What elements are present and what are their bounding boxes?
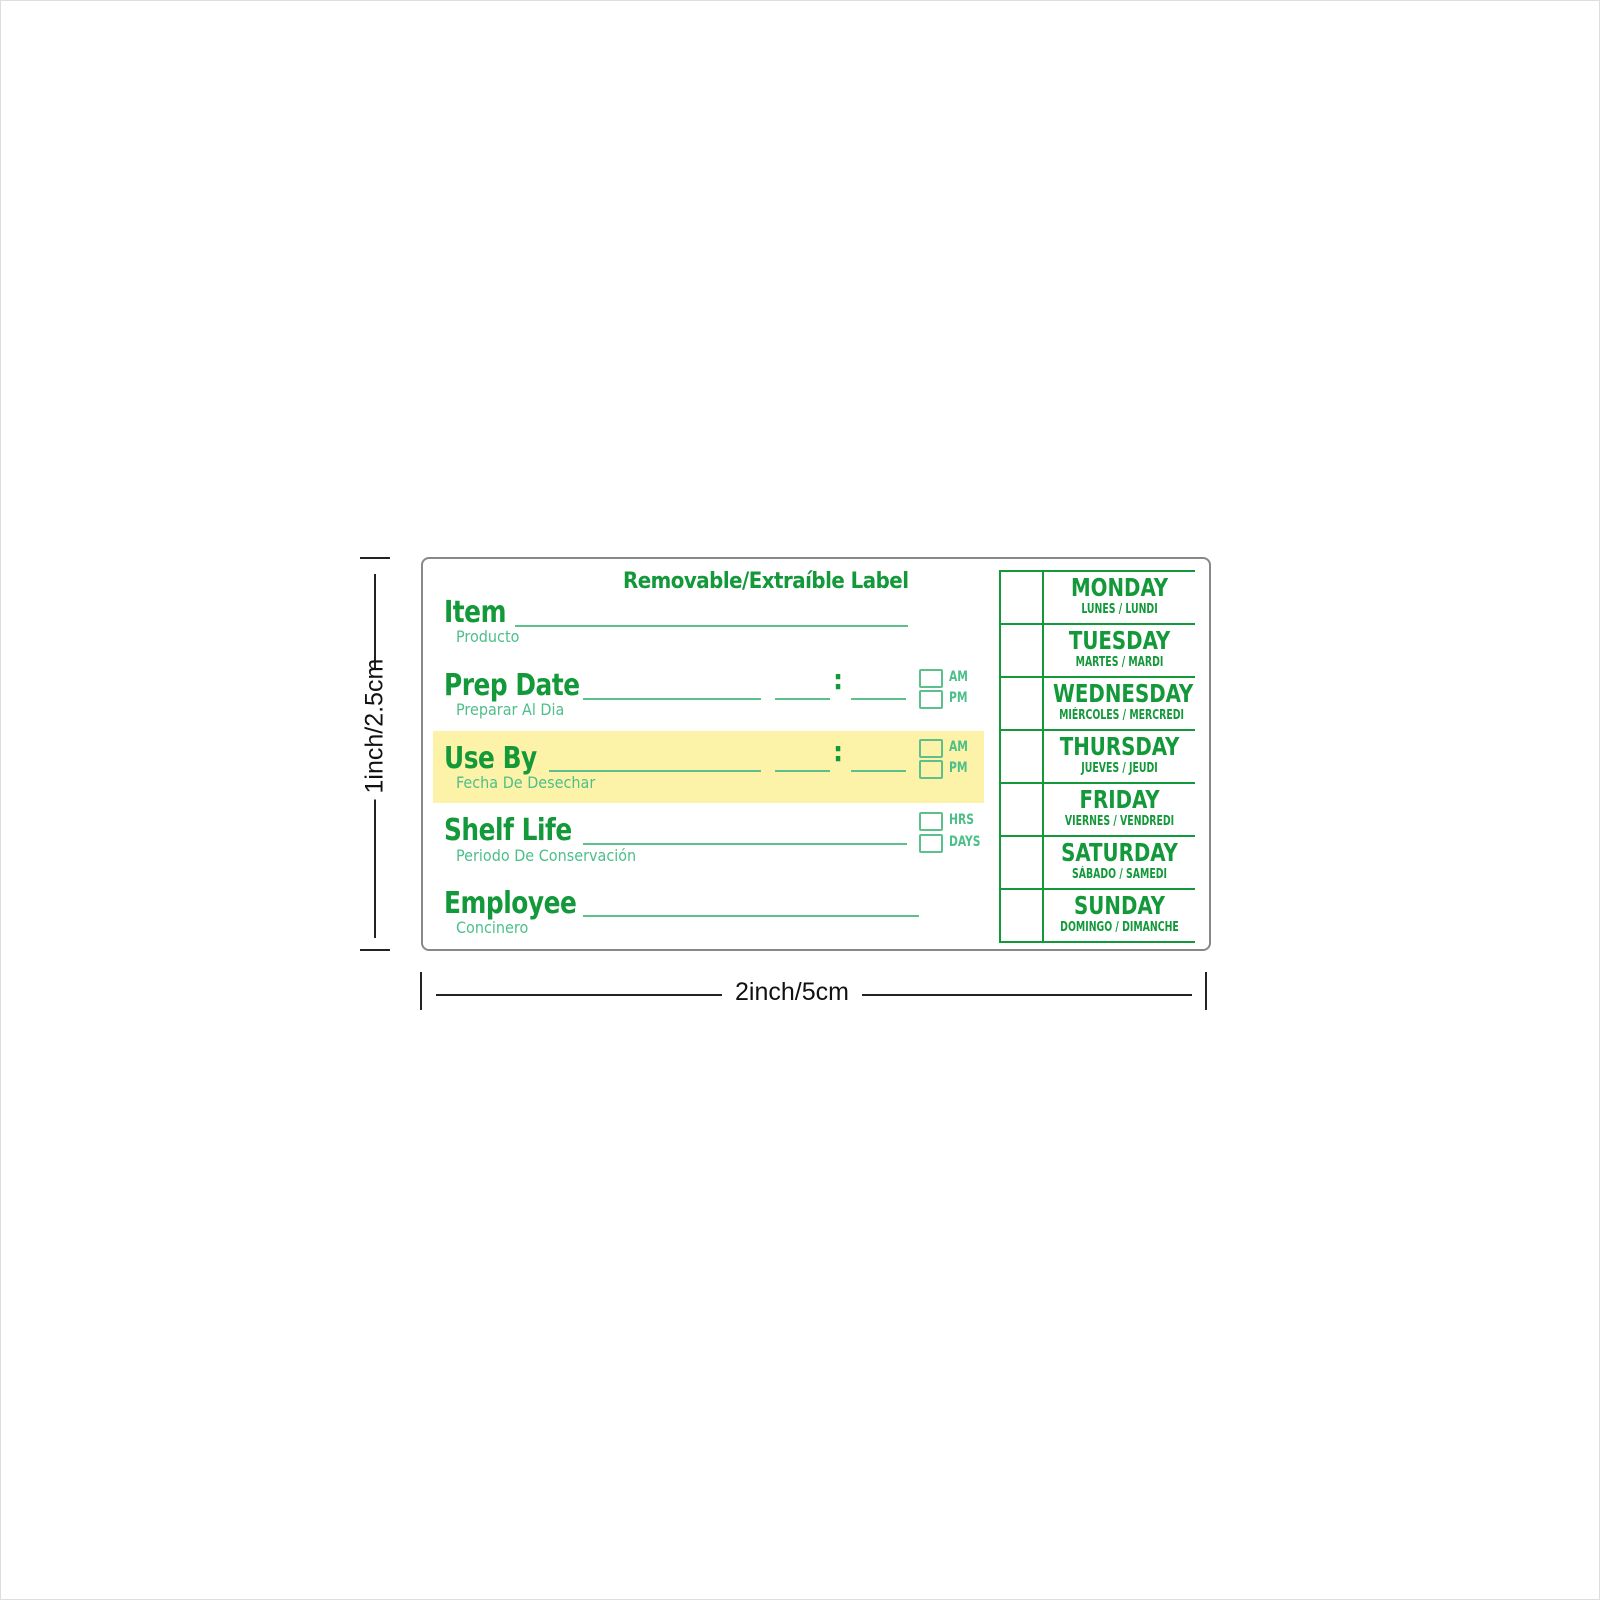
day-checkbox[interactable]	[1001, 731, 1044, 782]
day-checkbox[interactable]	[1001, 784, 1044, 835]
day-translation: JUEVES / JEUDI	[1081, 761, 1158, 776]
day-row-friday[interactable]: FRIDAY VIERNES / VENDREDI	[999, 782, 1195, 835]
day-row-thursday[interactable]: THURSDAY JUEVES / JEUDI	[999, 729, 1195, 782]
width-dimension-cap-left	[420, 972, 422, 1010]
use-by-highlight	[433, 731, 984, 803]
day-name: WEDNESDAY	[1053, 679, 1194, 708]
day-translation: MIÉRCOLES / MERCREDI	[1059, 708, 1184, 723]
day-name: MONDAY	[1070, 573, 1169, 602]
prep-minute-line[interactable]	[851, 698, 906, 700]
day-checkbox[interactable]	[1001, 625, 1044, 676]
day-row-monday[interactable]: MONDAY LUNES / LUNDI	[999, 570, 1195, 623]
day-checkbox[interactable]	[1001, 678, 1044, 729]
food-label: Removable/Extraíble Label Item Producto …	[421, 557, 1211, 951]
item-line[interactable]	[515, 625, 908, 627]
shelf-hrs-label: HRS	[949, 812, 974, 828]
height-dimension-cap-bottom	[360, 949, 390, 951]
prep-pm-checkbox[interactable]	[919, 690, 943, 709]
prep-am-checkbox[interactable]	[919, 669, 943, 688]
day-translation: SÁBADO / SAMEDI	[1072, 867, 1167, 882]
item-label: Item	[444, 595, 506, 630]
use-by-minute-line[interactable]	[851, 770, 906, 772]
prep-time-colon: :	[833, 663, 844, 696]
day-translation: VIERNES / VENDREDI	[1064, 814, 1175, 829]
width-dimension-cap-right	[1205, 972, 1207, 1010]
employee-line[interactable]	[583, 915, 919, 917]
item-sub: Producto	[456, 627, 520, 646]
label-title: Removable/Extraíble Label	[623, 569, 909, 594]
prep-am-label: AM	[949, 669, 968, 685]
shelf-days-checkbox[interactable]	[919, 834, 943, 853]
use-by-sub: Fecha De Desechar	[456, 773, 596, 792]
use-by-time-colon: :	[833, 735, 844, 768]
shelf-life-line[interactable]	[583, 843, 907, 845]
use-by-pm-checkbox[interactable]	[919, 760, 943, 779]
use-by-am-label: AM	[949, 739, 968, 755]
day-row-sunday[interactable]: SUNDAY DOMINGO / DIMANCHE	[999, 888, 1195, 943]
employee-sub: Concinero	[456, 918, 529, 937]
shelf-life-label: Shelf Life	[444, 813, 572, 848]
day-row-tuesday[interactable]: TUESDAY MARTES / MARDI	[999, 623, 1195, 676]
day-checkbox[interactable]	[1001, 572, 1044, 623]
prep-date-sub: Preparar Al Dia	[456, 700, 565, 719]
prep-date-line[interactable]	[583, 698, 761, 700]
use-by-date-line[interactable]	[549, 770, 761, 772]
use-by-pm-label: PM	[949, 760, 968, 776]
day-row-saturday[interactable]: SATURDAY SÁBADO / SAMEDI	[999, 835, 1195, 888]
day-translation: DOMINGO / DIMANCHE	[1060, 920, 1179, 935]
day-row-wednesday[interactable]: WEDNESDAY MIÉRCOLES / MERCREDI	[999, 676, 1195, 729]
day-name: SUNDAY	[1074, 891, 1165, 920]
employee-label: Employee	[444, 886, 577, 921]
shelf-hrs-checkbox[interactable]	[919, 812, 943, 831]
prep-pm-label: PM	[949, 690, 968, 706]
day-name: SATURDAY	[1061, 838, 1178, 867]
day-name: FRIDAY	[1079, 785, 1160, 814]
width-dimension-text: 2inch/5cm	[722, 978, 862, 1007]
day-of-week-grid: MONDAY LUNES / LUNDI TUESDAY MARTES / MARD…	[999, 570, 1195, 943]
height-dimension-text: 1inch/2.5cm	[360, 659, 390, 800]
day-translation: LUNES / LUNDI	[1081, 602, 1158, 617]
shelf-days-label: DAYS	[949, 834, 981, 850]
day-name: TUESDAY	[1068, 626, 1171, 655]
shelf-life-sub: Periodo De Conservación	[456, 846, 637, 865]
day-checkbox[interactable]	[1001, 890, 1044, 941]
day-translation: MARTES / MARDI	[1075, 655, 1164, 670]
day-checkbox[interactable]	[1001, 837, 1044, 888]
prep-date-label: Prep Date	[444, 668, 580, 703]
use-by-am-checkbox[interactable]	[919, 739, 943, 758]
prep-hour-line[interactable]	[775, 698, 830, 700]
use-by-label: Use By	[444, 741, 537, 776]
height-dimension-cap-top	[360, 557, 390, 559]
use-by-hour-line[interactable]	[775, 770, 830, 772]
day-name: THURSDAY	[1059, 732, 1180, 761]
